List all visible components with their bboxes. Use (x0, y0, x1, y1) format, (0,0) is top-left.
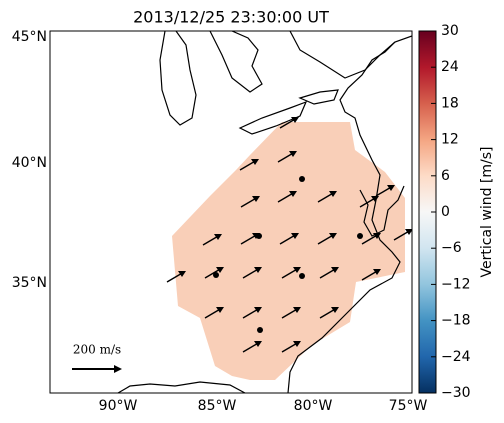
station (213, 272, 219, 278)
wind-arrow-head (329, 233, 337, 239)
wind-arrow-head (254, 267, 262, 273)
scale-arrow-head (114, 365, 122, 373)
map-area (117, 31, 412, 393)
colorbar-tick-label: 0 (441, 204, 450, 220)
lat-label: 40°N (12, 155, 47, 171)
colorbar-label: Vertical wind [m/s] (479, 147, 495, 278)
lon-label: 80°W (294, 398, 333, 414)
lake-michigan (159, 31, 197, 126)
colorbar-tick-label: −30 (441, 385, 471, 401)
colorbar-tick-label: −12 (441, 276, 471, 292)
colorbar-tick-label: −6 (441, 240, 462, 256)
wind-arrow-head (293, 307, 301, 313)
lake-huron (209, 31, 263, 93)
lake-ontario (298, 89, 339, 105)
colorbar-tick-label: 12 (441, 132, 459, 148)
wind-arrow-head (289, 191, 297, 197)
colorbar-tick-label: −18 (441, 313, 471, 329)
wind-arrow-head (178, 271, 186, 277)
lat-label: 45°N (12, 29, 47, 45)
station (299, 273, 305, 279)
station (299, 176, 305, 182)
st-lawrence (289, 31, 396, 79)
lat-label: 35°N (12, 275, 47, 291)
wind-vectors (166, 117, 412, 353)
wind-arrow-head (293, 341, 301, 347)
wind-arrow-head (251, 159, 259, 165)
wind-arrow-head (254, 341, 262, 347)
colorbar-tick-label: −24 (441, 349, 471, 365)
wind-field (172, 122, 405, 380)
station (256, 233, 262, 239)
wind-arrow-head (289, 151, 297, 157)
wind-arrow-head (291, 117, 299, 123)
station (257, 327, 263, 333)
lon-label: 75°W (389, 398, 428, 414)
wind-arrow-head (405, 229, 412, 235)
wind-arrow-head (373, 269, 381, 275)
wind-arrow-head (331, 267, 339, 273)
colorbar-tick-label: 6 (441, 168, 450, 184)
wind-arrow-head (373, 233, 381, 239)
wind-arrow-head (254, 307, 262, 313)
wind-arrow-head (293, 267, 301, 273)
wind-arrow-head (329, 191, 337, 197)
station (357, 233, 363, 239)
wind-arrow-head (216, 307, 224, 313)
wind-arrow-head (252, 196, 260, 202)
lon-label: 85°W (198, 398, 237, 414)
bahamas-cuba (117, 381, 246, 393)
lake-erie (238, 100, 308, 135)
wind-arrow-head (214, 234, 222, 240)
scale-label: 200 m/s (73, 343, 121, 357)
wind-arrow-head (387, 185, 395, 191)
wind-arrow-head (331, 307, 339, 313)
map-frame (49, 30, 413, 394)
colorbar-tick-label: 30 (441, 23, 459, 39)
map-title: 2013/12/25 23:30:00 UT (133, 8, 329, 27)
lon-label: 90°W (99, 398, 138, 414)
coastline (287, 35, 412, 393)
colorbar-tick-label: 18 (441, 95, 459, 111)
wind-arrow-head (216, 267, 224, 273)
wind-arrow-head (371, 196, 379, 202)
wind-arrow-head (291, 233, 299, 239)
colorbar-tick-label: 24 (441, 59, 459, 75)
